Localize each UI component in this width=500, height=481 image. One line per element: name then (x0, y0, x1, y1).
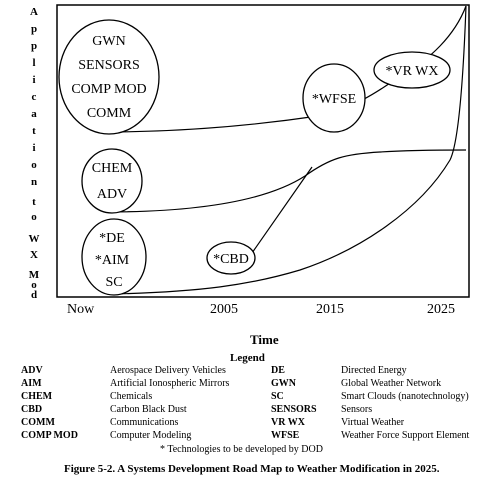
figure-caption: Figure 5-2. A Systems Development Road M… (64, 463, 440, 475)
legend-def: Aerospace Delivery Vehicles (110, 365, 226, 376)
legend-abbr: GWN (271, 378, 296, 389)
bubble-2-line-2: ADV (97, 187, 127, 202)
legend-item: COMP MOD (21, 430, 78, 443)
legend-abbr: ADV (21, 365, 43, 376)
y-letter: W (28, 233, 40, 245)
legend-title: Legend (230, 352, 265, 364)
y-letter: a (31, 108, 37, 120)
legend-abbr: SENSORS (271, 404, 317, 415)
bubble-1-line-2: SENSORS (78, 58, 139, 73)
y-letter: p (30, 23, 38, 35)
legend-def: Global Weather Network (341, 378, 442, 389)
bubble-1-line-4: COMM (87, 106, 132, 121)
y-letter: t (32, 125, 36, 137)
legend-def: Artificial Ionospheric Mirrors (110, 378, 230, 389)
y-letter: i (32, 142, 36, 154)
y-letter: A (30, 6, 38, 18)
x-tick-now: Now (67, 302, 95, 317)
legend-item: AIM (21, 378, 42, 391)
bubble-5-ellipse (302, 63, 366, 133)
legend-item: CHEM (21, 391, 52, 404)
legend-def: Computer Modeling (110, 430, 192, 441)
legend-item: CBD (21, 404, 42, 417)
legend-abbr: VR WX (271, 417, 305, 428)
legend-item: SENSORS (271, 404, 317, 417)
legend-abbr: DE (271, 365, 285, 376)
bubble-3-line-1: *DE (99, 231, 125, 246)
x-axis-label: Time (250, 332, 279, 347)
legend-abbr: COMP MOD (21, 430, 78, 441)
legend-def: Smart Clouds (nanotechnology) (341, 391, 469, 402)
legend-abbr: CHEM (21, 391, 53, 402)
legend-abbr: CBD (21, 404, 43, 415)
legend-item: GWN (271, 378, 296, 391)
legend-def: Communications (110, 417, 179, 428)
x-tick-2025: 2025 (427, 302, 455, 317)
bubble-6-line-1: *VR WX (385, 64, 438, 79)
y-letter: d (30, 289, 38, 301)
legend-def: Carbon Black Dust (110, 404, 187, 415)
legend-abbr: SC (271, 391, 284, 402)
legend-abbr: WFSE (271, 430, 300, 441)
legend-def: Chemicals (110, 391, 153, 402)
legend-item: WFSE (271, 430, 299, 443)
curve-cbd-link (251, 166, 313, 254)
curve-middle (104, 149, 467, 213)
bubble-3-line-3: SC (105, 275, 122, 290)
y-letter: o (31, 211, 37, 223)
bubble-2-ellipse (81, 148, 143, 214)
y-letter: X (30, 249, 38, 261)
legend-item: SC (271, 391, 284, 404)
curve-bottom (111, 5, 467, 295)
legend-item: DE (271, 365, 285, 378)
legend-def: Sensors (341, 404, 373, 415)
legend-item: COMM (21, 417, 55, 430)
plot-frame (56, 4, 470, 298)
legend-item: VR WX (271, 417, 305, 430)
bubble-1-line-1: GWN (92, 34, 125, 49)
bubble-5-line-1: *WFSE (312, 92, 356, 107)
bubble-4-ellipse (206, 241, 256, 275)
y-letter: p (30, 40, 38, 52)
y-letter: n (30, 176, 38, 188)
bubble-6-ellipse (373, 51, 451, 89)
y-letter: i (32, 74, 36, 86)
legend-abbr: COMM (21, 417, 55, 428)
legend-abbr: AIM (21, 378, 42, 389)
footnote: * Technologies to be developed by DOD (160, 444, 323, 455)
legend-def: Virtual Weather (341, 417, 405, 428)
legend-def: Directed Energy (341, 365, 407, 376)
bubble-3-ellipse (81, 218, 147, 296)
y-letter: M (28, 269, 40, 281)
y-letter: t (32, 196, 36, 208)
y-letter: l (32, 57, 36, 69)
x-tick-2015: 2015 (316, 302, 344, 317)
bubble-2-line-1: CHEM (92, 161, 133, 176)
bubble-1-ellipse (58, 19, 160, 135)
bubble-1-line-3: COMP MOD (71, 82, 146, 97)
y-letter: o (31, 159, 37, 171)
bubble-4-line-1: *CBD (213, 252, 249, 267)
legend-item: ADV (21, 365, 43, 378)
x-tick-2005: 2005 (210, 302, 238, 317)
y-letter: o (31, 279, 37, 291)
bubble-3-line-2: *AIM (95, 253, 130, 268)
legend-def: Weather Force Support Element (341, 430, 470, 441)
y-letter: c (31, 91, 37, 103)
